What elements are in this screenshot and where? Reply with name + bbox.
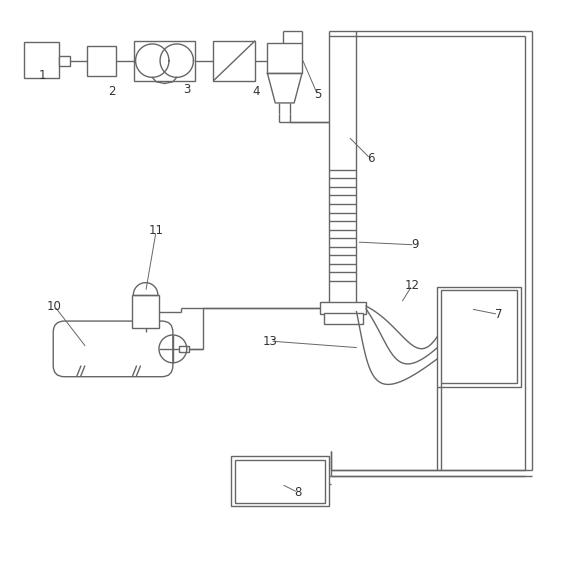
Bar <box>441 290 517 383</box>
Text: 13: 13 <box>263 334 278 347</box>
Text: 5: 5 <box>314 88 321 101</box>
Bar <box>267 43 302 74</box>
Text: 7: 7 <box>495 308 502 321</box>
Text: 3: 3 <box>183 83 191 96</box>
Text: 11: 11 <box>149 224 164 237</box>
Bar <box>132 295 159 328</box>
Text: 6: 6 <box>367 152 374 165</box>
Polygon shape <box>267 74 302 103</box>
Bar <box>87 46 116 76</box>
Bar <box>134 40 195 81</box>
Bar <box>179 346 189 352</box>
Bar <box>25 42 59 78</box>
Text: 2: 2 <box>108 85 115 98</box>
Bar <box>324 313 363 324</box>
Text: 10: 10 <box>47 300 62 312</box>
Bar <box>235 460 325 503</box>
Bar <box>59 56 70 66</box>
Text: 12: 12 <box>405 279 419 292</box>
Text: 4: 4 <box>253 85 260 98</box>
Bar <box>231 456 329 506</box>
Bar <box>321 302 366 314</box>
FancyBboxPatch shape <box>53 321 173 377</box>
Text: 1: 1 <box>39 69 46 81</box>
Text: 8: 8 <box>294 486 302 499</box>
Bar <box>437 287 521 387</box>
Text: 9: 9 <box>411 238 419 251</box>
Bar <box>214 40 255 81</box>
